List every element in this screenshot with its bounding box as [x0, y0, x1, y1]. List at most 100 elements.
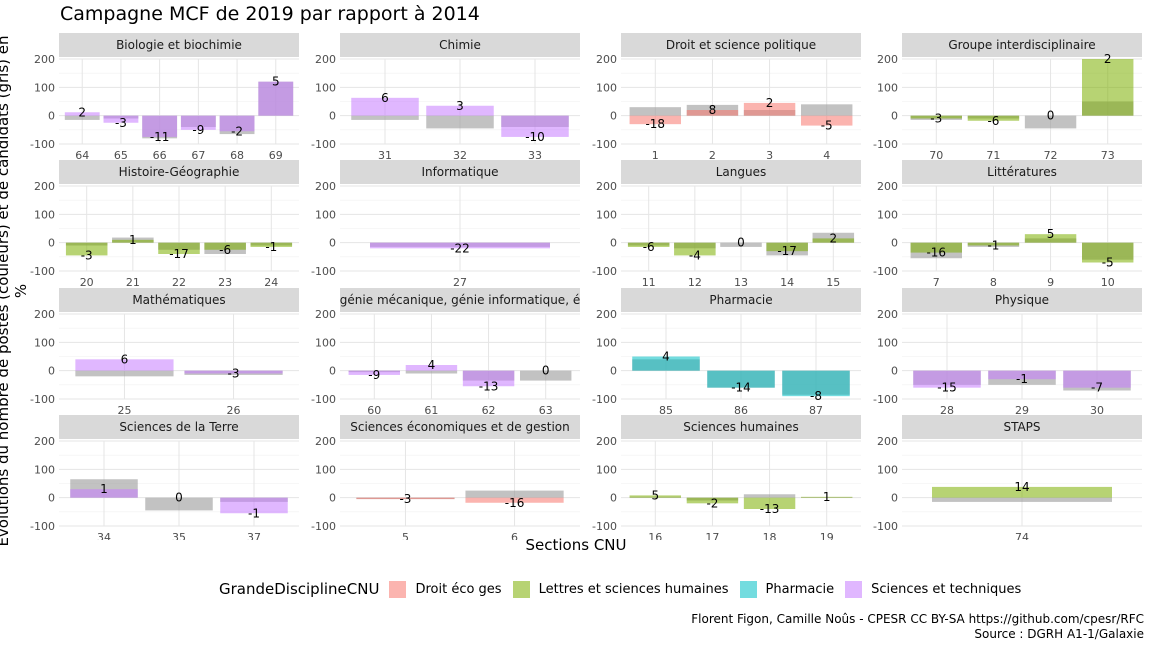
y-tick-label: 100	[596, 208, 617, 221]
legend-item: Lettres et sciences humaines	[512, 580, 729, 598]
candidats-bar	[720, 242, 762, 247]
postes-bar	[988, 370, 1056, 380]
facet-strip	[340, 415, 580, 439]
x-tick-label: 73	[1101, 149, 1115, 162]
bar-section-6: -16	[465, 490, 564, 510]
facet-strip-label: Chimie	[439, 38, 481, 52]
y-tick-label: -100	[873, 393, 898, 406]
x-tick-label: 86	[734, 404, 748, 417]
y-tick-label: 0	[48, 237, 55, 250]
postes-bar	[1024, 234, 1077, 243]
bar-section-12: -4	[674, 242, 716, 262]
bar-section-23: -6	[204, 242, 246, 257]
x-tick-label: 12	[688, 276, 702, 289]
facet-chart: Biologie et biochimie-1000100200264-365-…	[30, 33, 1142, 540]
y-tick-label: 100	[596, 336, 617, 349]
facet-strip	[340, 33, 580, 57]
x-tick-label: 66	[153, 149, 167, 162]
bar-section-72: 0	[1024, 109, 1077, 129]
facet-strip	[59, 288, 299, 312]
y-tick-label: 100	[877, 81, 898, 94]
y-tick-label: 100	[877, 336, 898, 349]
y-tick-label: 200	[596, 435, 617, 448]
facet-strip	[902, 160, 1142, 184]
bar-section-11: -6	[627, 240, 670, 254]
bar-label: -5	[821, 119, 833, 133]
y-tick-label: -100	[311, 138, 336, 151]
x-tick-label: 85	[659, 404, 673, 417]
postes-bar	[766, 242, 808, 252]
bar-label: 5	[651, 488, 659, 502]
panel-15: STAPS -100 0 100 200 14 74	[873, 415, 1142, 540]
x-tick-label: 35	[172, 531, 186, 540]
bar-section-63: 0	[520, 364, 572, 381]
y-tick-label: 200	[877, 435, 898, 448]
bar-label: 1	[823, 490, 831, 504]
y-tick-label: 0	[610, 492, 617, 505]
candidats-bar	[64, 115, 100, 120]
postes-bar	[967, 115, 1020, 121]
facet-strip-label: STAPS	[1003, 420, 1040, 434]
postes-bar	[370, 242, 550, 249]
x-tick-label: 8	[990, 276, 997, 289]
panel-4: Histoire-Géographie -100 0 100 200 -3 20 1 21 -17…	[30, 160, 299, 289]
x-tick-label: 27	[453, 276, 467, 289]
bar-section-35: 0	[145, 491, 213, 511]
facet-strip	[902, 288, 1142, 312]
bar-section-27: -22	[370, 241, 550, 255]
bar-label: -9	[192, 123, 204, 137]
facet-strip	[621, 415, 861, 439]
panel-1: Chimie -100 0 100 200 6 31 3 32 -10 33	[311, 33, 580, 162]
bar-section-87: -8	[782, 370, 850, 403]
postes-bar	[158, 242, 200, 254]
legend-item: Sciences et techniques	[845, 580, 1021, 598]
y-tick-label: -100	[311, 520, 336, 533]
postes-bar	[629, 115, 681, 125]
y-tick-label: 0	[329, 110, 336, 123]
bar-label: -1	[1016, 372, 1028, 386]
legend-label: Droit éco ges	[415, 581, 502, 597]
postes-bar	[426, 105, 494, 116]
candidats-bar	[1024, 115, 1077, 129]
facet-strip-label: Sciences de la Terre	[119, 420, 238, 434]
panel-12: Sciences de la Terre -100 0 100 200 1 34 0 35 -1 3…	[30, 415, 299, 540]
y-tick-label: 0	[891, 110, 898, 123]
facet-strip-label: Biologie et biochimie	[116, 38, 242, 52]
bar-section-74: 14	[932, 480, 1112, 502]
facet-strip	[59, 160, 299, 184]
facet-strip	[340, 288, 580, 312]
bar-section-26: -3	[184, 367, 283, 381]
y-tick-label: 100	[596, 463, 617, 476]
facet-strip	[621, 33, 861, 57]
bar-section-3: 2	[743, 96, 796, 116]
bar-label: -10	[525, 130, 545, 144]
legend-item: Pharmacie	[739, 580, 835, 598]
postes-bar	[180, 115, 216, 130]
postes-bar	[462, 370, 515, 387]
x-tick-label: 21	[126, 276, 140, 289]
postes-bar	[910, 115, 962, 119]
y-tick-label: -100	[30, 520, 55, 533]
bar-label: 2	[1104, 52, 1112, 66]
bar-label: 2	[829, 231, 837, 245]
legend-swatch	[739, 580, 757, 598]
postes-bar	[204, 242, 246, 250]
x-tick-label: 17	[705, 531, 719, 540]
y-tick-label: -100	[592, 520, 617, 533]
bar-label: -4	[689, 248, 701, 262]
panel-2: Droit et science politique -100 0 100 200 -18…	[592, 33, 861, 162]
panel-11: Physique -100 0 100 200 -15 28 -1 29 -7 30	[873, 288, 1142, 417]
legend-label: Pharmacie	[765, 581, 835, 597]
bar-label: -17	[169, 247, 189, 261]
x-axis-label: Sections CNU	[525, 536, 627, 554]
bar-section-69: 5	[258, 75, 294, 116]
bar-section-86: -14	[707, 370, 775, 395]
bar-label: -7	[1091, 381, 1103, 395]
postes-bar	[75, 359, 174, 371]
x-tick-label: 61	[424, 404, 438, 417]
y-tick-label: 100	[315, 81, 336, 94]
y-tick-label: -100	[30, 265, 55, 278]
postes-bar	[782, 370, 850, 397]
y-tick-label: 200	[877, 53, 898, 66]
facet-strip-label: Langues	[716, 165, 767, 179]
